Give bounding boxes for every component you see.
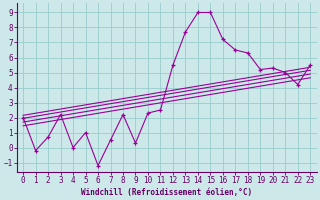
X-axis label: Windchill (Refroidissement éolien,°C): Windchill (Refroidissement éolien,°C) xyxy=(81,188,252,197)
